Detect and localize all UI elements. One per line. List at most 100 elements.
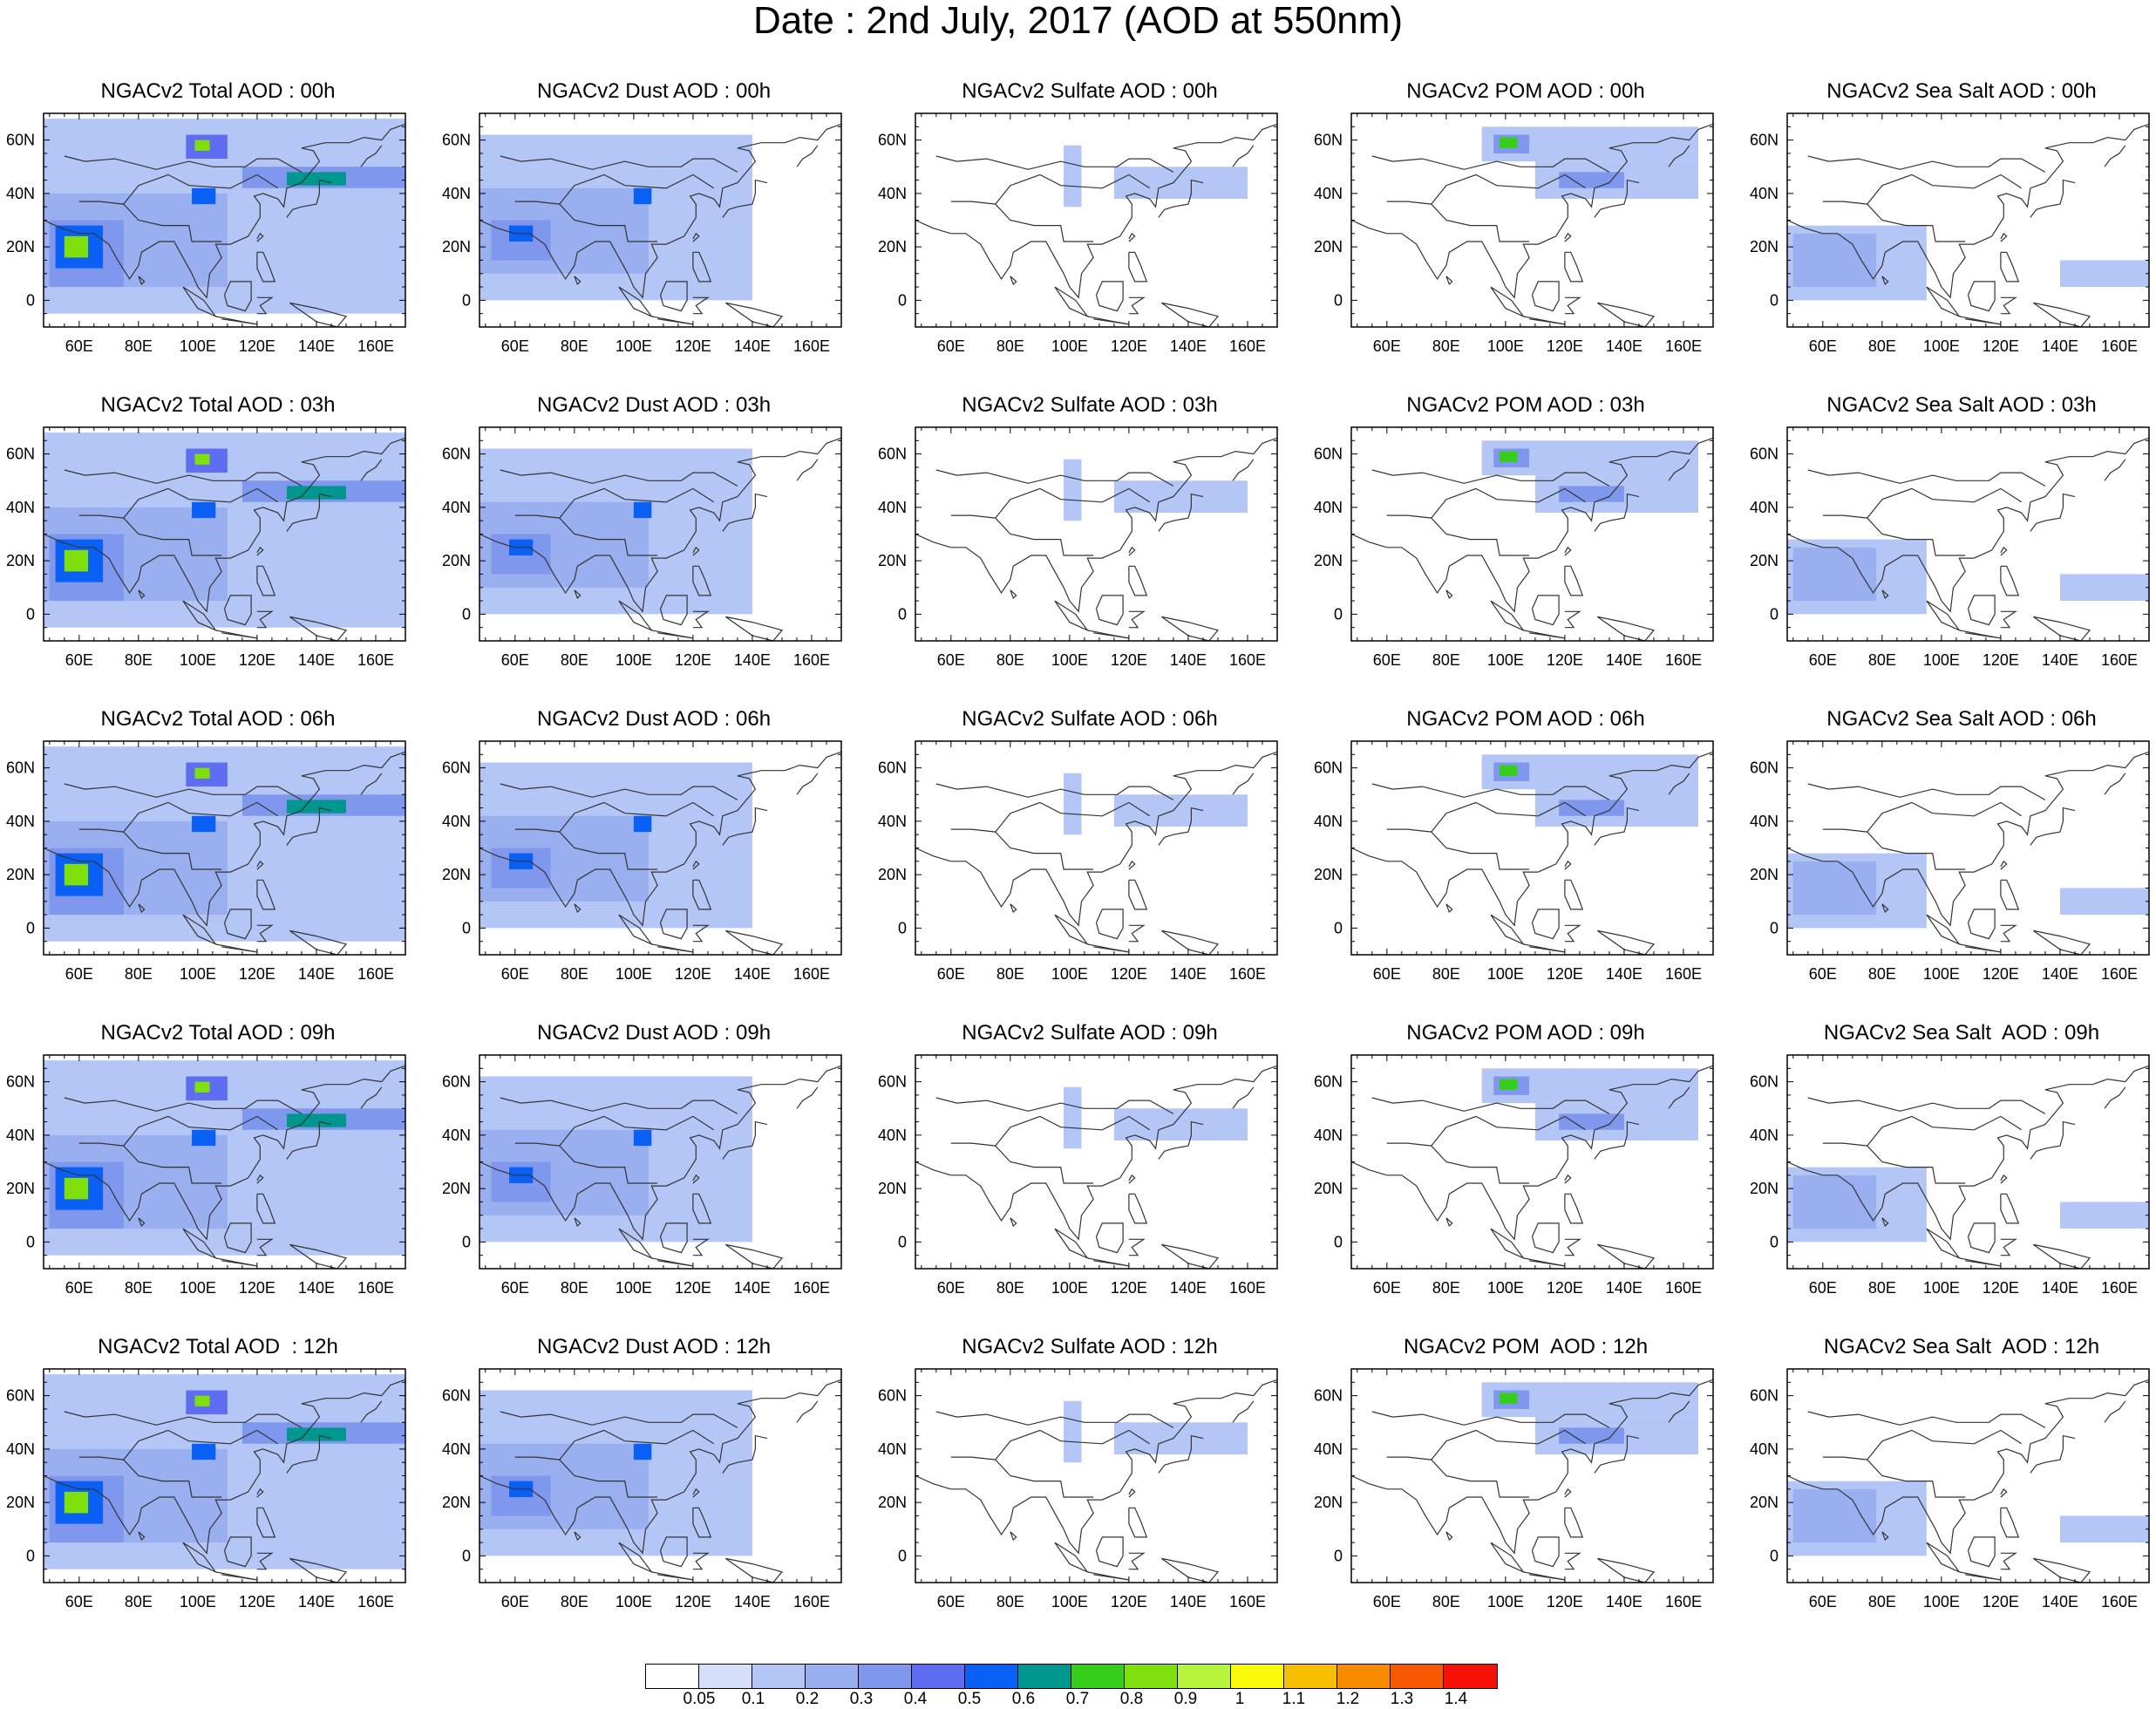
- coastline: [2104, 1400, 2126, 1423]
- coastline: [618, 914, 654, 946]
- coastline: [618, 1542, 654, 1574]
- x-tick-label: 80E: [1868, 1279, 1896, 1297]
- panel-title: NGACv2 POM AOD : 06h: [1406, 707, 1645, 731]
- coastline: [1351, 1474, 1387, 1490]
- x-tick-label: 80E: [125, 651, 153, 669]
- y-tick-label: 40N: [442, 499, 471, 516]
- coastline: [1967, 1536, 1996, 1568]
- colorbar-label: 1.4: [1444, 1690, 1468, 1708]
- aod-field-cell: [194, 453, 210, 465]
- map-panel: NGACv2 Total AOD : 06h 60E 80E 100E 120E 140E…: [0, 708, 436, 1004]
- coastline: [950, 1456, 1094, 1498]
- coastline: [1351, 847, 1387, 862]
- coastline: [995, 1429, 1151, 1460]
- coastline: [1232, 773, 1255, 795]
- colorbar-labels: 0.05 0.1 0.2 0.3 0.4 0.5 0.6 0.7 0.8 0.9 1 1.1 1.2 1.…: [645, 1690, 1510, 1708]
- x-tick-label: 80E: [1432, 1593, 1460, 1610]
- aod-field-cell: [192, 187, 216, 205]
- x-tick-label: 160E: [793, 965, 830, 983]
- y-tick-label: 60N: [442, 132, 471, 149]
- x-tick-label: 80E: [1868, 651, 1896, 669]
- y-tick-label: 40N: [1314, 813, 1343, 830]
- y-tick-label: 60N: [6, 1073, 35, 1091]
- x-tick-label: 60E: [1809, 1279, 1837, 1297]
- coastline: [1787, 1474, 1823, 1490]
- map-panel: NGACv2 Sea Salt AOD : 06h 60E 80E 100E 120E 1…: [1744, 708, 2156, 1004]
- coastline: [256, 1488, 264, 1498]
- map-panel: NGACv2 Total AOD : 03h 60E 80E 100E 120E 140E…: [0, 394, 436, 691]
- y-tick-label: 20N: [1750, 552, 1779, 569]
- coastline: [215, 1571, 258, 1581]
- coastline: [1822, 514, 1966, 556]
- x-tick-label: 160E: [1229, 337, 1266, 355]
- coastline: [950, 828, 1094, 870]
- coastline: [1386, 514, 1530, 556]
- x-tick-label: 80E: [1868, 965, 1896, 983]
- colorbar-swatch: [699, 1665, 752, 1688]
- colorbar-label: 1: [1234, 1690, 1245, 1708]
- y-tick-label: 0: [26, 605, 35, 623]
- x-tick-label: 140E: [734, 1593, 771, 1610]
- colorbar-label: 0.2: [795, 1690, 820, 1708]
- coastline: [64, 155, 303, 173]
- x-tick-label: 120E: [239, 337, 275, 355]
- coastline: [1386, 201, 1530, 242]
- coastline: [796, 1086, 819, 1109]
- coastline: [915, 847, 951, 862]
- aod-field-cell: [2059, 1202, 2149, 1229]
- coastline: [2104, 145, 2126, 167]
- coastline: [1010, 903, 1017, 914]
- coastline: [559, 487, 715, 519]
- colorbar-swatch: [1284, 1665, 1337, 1688]
- y-tick-label: 0: [1770, 291, 1779, 309]
- coastline: [659, 1222, 688, 1254]
- coastline: [1596, 616, 1656, 641]
- coastline: [651, 1571, 694, 1581]
- x-tick-label: 80E: [1432, 651, 1460, 669]
- x-tick-label: 100E: [1923, 1279, 1960, 1297]
- x-tick-label: 80E: [561, 1593, 588, 1610]
- aod-field-cell: [1064, 1400, 1082, 1463]
- coastline: [64, 1097, 303, 1114]
- x-tick-label: 160E: [2101, 1593, 2138, 1610]
- coastline: [692, 296, 710, 315]
- x-tick-label: 160E: [357, 1279, 394, 1297]
- x-tick-label: 100E: [1051, 651, 1088, 669]
- coastline: [935, 1097, 1174, 1114]
- coastline: [1128, 1552, 1146, 1570]
- coastline: [1010, 589, 1017, 600]
- y-tick-label: 60N: [1314, 1073, 1343, 1091]
- aod-field-cell: [1792, 1488, 1877, 1543]
- x-tick-label: 60E: [1373, 651, 1401, 669]
- y-tick-label: 60N: [878, 446, 907, 463]
- x-tick-label: 120E: [1111, 1593, 1147, 1610]
- coastline: [1431, 174, 1587, 205]
- coastline: [1594, 807, 1640, 846]
- y-tick-label: 60N: [442, 1387, 471, 1405]
- panel-title: NGACv2 Dust AOD : 00h: [536, 79, 772, 103]
- map-panel: NGACv2 Total AOD : 09h 60E 80E 100E 120E 140E…: [0, 1022, 436, 1318]
- coastline: [1822, 1379, 2149, 1555]
- coastline: [722, 1120, 768, 1160]
- coastline: [1967, 909, 1996, 940]
- x-tick-label: 160E: [1665, 1279, 1702, 1297]
- aod-field-cell: [1064, 1086, 1082, 1149]
- x-tick-label: 80E: [996, 651, 1024, 669]
- y-tick-label: 40N: [878, 813, 907, 830]
- coastline: [44, 1474, 79, 1490]
- coastline: [256, 860, 264, 870]
- panel-title: NGACv2 Sea Salt AOD : 03h: [1826, 393, 2097, 417]
- map-plot: 60E 80E 100E 120E 140E 160E 60N 40N 20N 0: [1750, 1368, 2150, 1610]
- aod-field-cell: [633, 815, 652, 833]
- coastline: [935, 1411, 1174, 1428]
- coastline: [514, 123, 841, 299]
- x-tick-label: 100E: [1487, 337, 1524, 355]
- coastline: [935, 469, 1174, 487]
- coastline: [1596, 929, 1656, 955]
- coastline: [2000, 565, 2020, 596]
- coastline: [1822, 123, 2149, 299]
- map-plot: 60E 80E 100E 120E 140E 160E 60N 40N 20N 0: [1314, 1368, 1714, 1610]
- y-tick-label: 20N: [442, 1494, 471, 1511]
- coastline: [2032, 1243, 2091, 1269]
- coastline: [796, 459, 819, 481]
